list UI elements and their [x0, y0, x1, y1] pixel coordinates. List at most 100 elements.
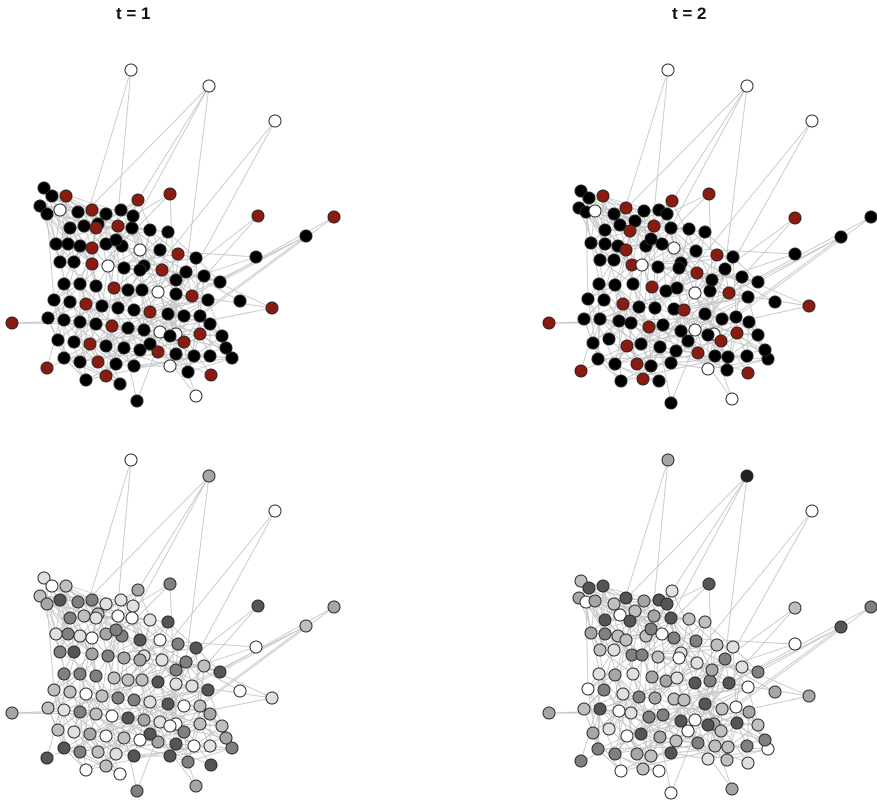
- node: [834, 230, 848, 244]
- edge: [707, 358, 769, 371]
- node: [53, 255, 67, 269]
- node: [735, 270, 749, 284]
- edge: [707, 748, 769, 761]
- node: [664, 611, 678, 625]
- node: [644, 749, 658, 763]
- node: [163, 749, 177, 763]
- node: [169, 663, 183, 677]
- node: [588, 204, 602, 218]
- node: [598, 613, 612, 627]
- node: [53, 593, 67, 607]
- edge: [89, 733, 121, 775]
- edge: [143, 293, 177, 331]
- edge: [661, 475, 748, 635]
- node: [126, 599, 140, 613]
- node: [105, 709, 119, 723]
- edge: [219, 235, 307, 283]
- node: [73, 629, 87, 643]
- node: [670, 671, 684, 685]
- node: [626, 667, 640, 681]
- edge: [599, 318, 642, 345]
- node: [111, 219, 125, 233]
- node: [151, 345, 165, 359]
- node: [634, 337, 648, 351]
- node: [177, 309, 191, 323]
- edge: [111, 325, 151, 345]
- edge: [117, 267, 126, 309]
- edge: [157, 253, 179, 293]
- node: [647, 219, 661, 233]
- node: [542, 706, 556, 720]
- node: [215, 719, 229, 733]
- node: [593, 253, 607, 267]
- node: [181, 755, 195, 769]
- node: [73, 355, 87, 369]
- node: [202, 79, 216, 93]
- node: [714, 334, 728, 348]
- node: [691, 736, 705, 750]
- edge: [169, 625, 307, 727]
- node: [85, 647, 99, 661]
- edge: [115, 589, 139, 631]
- edge: [169, 747, 233, 758]
- node: [698, 225, 712, 239]
- node: [89, 279, 103, 293]
- edge: [583, 693, 624, 710]
- node: [593, 643, 607, 657]
- edge: [589, 632, 605, 691]
- node: [189, 251, 203, 265]
- node: [698, 615, 712, 629]
- node: [623, 614, 637, 628]
- node: [701, 362, 715, 376]
- node: [689, 244, 703, 258]
- node: [113, 377, 127, 391]
- edge: [187, 357, 233, 373]
- node: [133, 653, 147, 667]
- node: [616, 297, 630, 311]
- node: [598, 237, 612, 251]
- edge: [123, 656, 177, 671]
- node: [722, 286, 736, 300]
- node: [701, 718, 715, 732]
- node: [652, 374, 666, 388]
- edge: [614, 674, 650, 718]
- node: [661, 63, 675, 77]
- edge: [65, 195, 117, 241]
- node: [702, 187, 716, 201]
- edge: [619, 69, 669, 226]
- edge: [105, 717, 129, 767]
- node: [652, 764, 666, 778]
- node: [602, 722, 616, 736]
- node: [597, 683, 611, 697]
- edge: [630, 210, 645, 266]
- node: [612, 704, 626, 718]
- edge: [580, 635, 620, 762]
- edge: [47, 693, 87, 709]
- edge: [79, 737, 125, 753]
- node: [133, 243, 147, 257]
- edge: [657, 231, 706, 268]
- node: [59, 189, 73, 203]
- node: [669, 734, 683, 748]
- edge: [678, 657, 684, 722]
- edge: [186, 315, 201, 373]
- node: [623, 224, 637, 238]
- node: [669, 344, 683, 358]
- node: [742, 705, 756, 719]
- node: [73, 745, 87, 759]
- node: [143, 695, 157, 709]
- node: [710, 638, 724, 652]
- node: [620, 339, 634, 353]
- edge: [587, 298, 600, 360]
- node: [133, 633, 147, 647]
- node: [740, 349, 754, 363]
- node: [45, 189, 59, 203]
- node: [682, 612, 696, 626]
- edge: [746, 686, 759, 726]
- node: [193, 699, 207, 713]
- node: [189, 641, 203, 655]
- node: [187, 739, 201, 753]
- edge: [723, 85, 748, 270]
- node: [59, 579, 73, 593]
- node: [607, 597, 621, 611]
